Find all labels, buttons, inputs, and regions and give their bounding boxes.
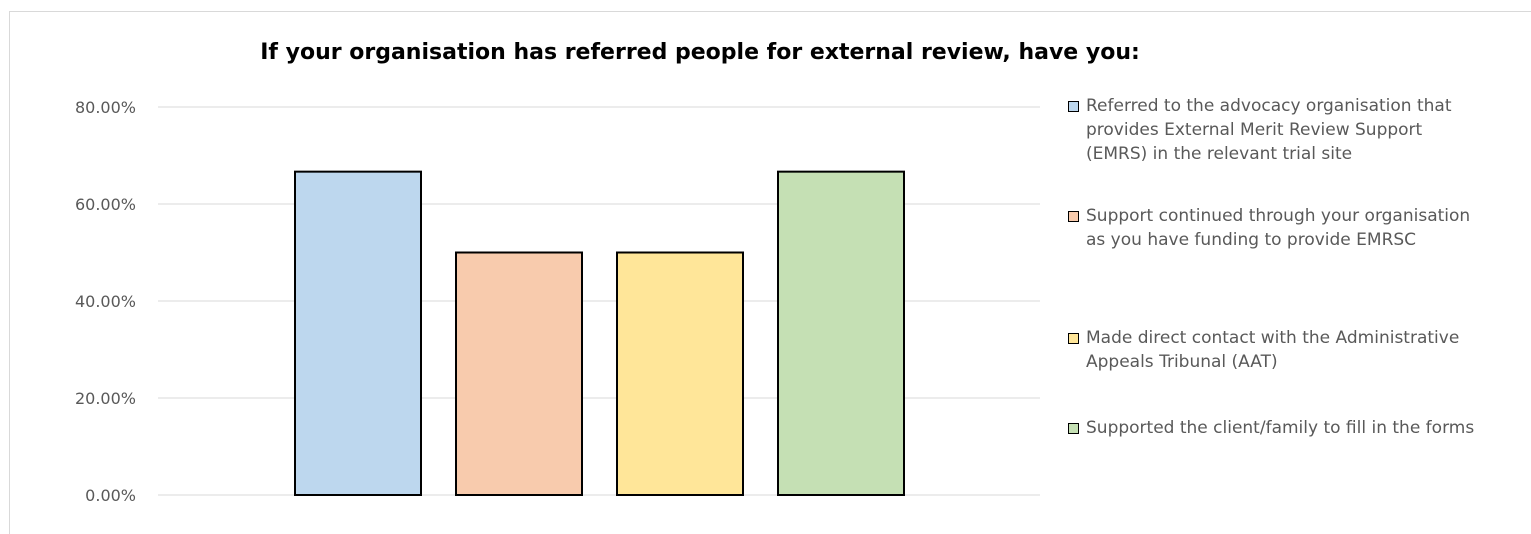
gridlines [158, 106, 1040, 496]
legend-label: Supported the client/family to fill in t… [1086, 418, 1475, 438]
y-tick-label: 40.00% [75, 292, 136, 311]
legend-item: Support continued through your organisat… [1068, 204, 1531, 252]
legend-swatch [1068, 333, 1079, 344]
chart-frame [9, 11, 1531, 534]
legend-label: Made direct contact with the Administrat… [1086, 328, 1460, 372]
legend-label: Support continued through your organisat… [1086, 206, 1471, 250]
legend-item: Supported the client/family to fill in t… [1068, 416, 1531, 440]
legend-item: Made direct contact with the Administrat… [1068, 326, 1531, 374]
legend-swatch [1068, 423, 1079, 434]
y-tick-label: 60.00% [75, 195, 136, 214]
legend-swatch [1068, 101, 1079, 112]
y-tick-label: 80.00% [75, 98, 136, 117]
bars [294, 170, 905, 496]
legend-item: Referred to the advocacy organisation th… [1068, 94, 1531, 166]
legend-label: Referred to the advocacy organisation th… [1086, 96, 1452, 164]
chart-title: If your organisation has referred people… [260, 40, 1140, 65]
bar [455, 251, 583, 496]
bar [777, 170, 905, 496]
y-axis-ticks: 80.00% 60.00% 40.00% 20.00% 0.00% [75, 98, 136, 505]
y-tick-label: 0.00% [85, 486, 136, 505]
y-tick-label: 20.00% [75, 389, 136, 408]
bar [294, 170, 422, 496]
legend-swatch [1068, 211, 1079, 222]
bar [616, 251, 744, 496]
